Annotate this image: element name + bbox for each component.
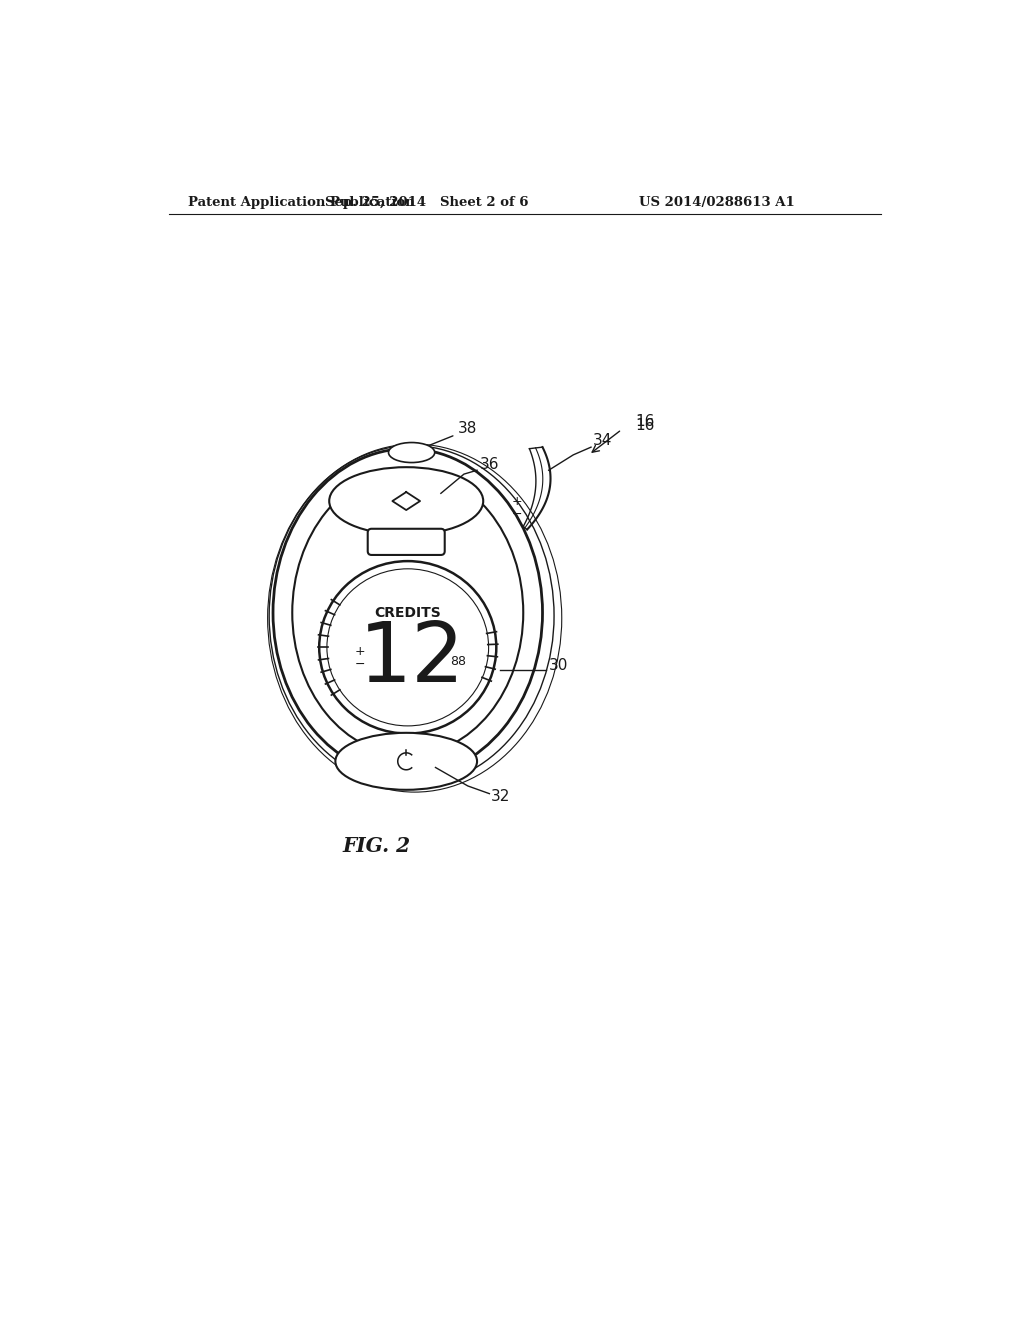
Text: 30: 30 bbox=[549, 659, 568, 673]
Text: 12: 12 bbox=[358, 618, 465, 700]
Text: +: + bbox=[354, 644, 366, 657]
Text: Patent Application Publication: Patent Application Publication bbox=[188, 195, 415, 209]
Text: US 2014/0288613 A1: US 2014/0288613 A1 bbox=[639, 195, 795, 209]
Ellipse shape bbox=[336, 733, 477, 789]
Ellipse shape bbox=[388, 442, 435, 462]
Text: 16: 16 bbox=[635, 414, 654, 429]
Text: FIG. 2: FIG. 2 bbox=[343, 836, 411, 855]
Text: 88: 88 bbox=[451, 655, 467, 668]
Text: −: − bbox=[512, 508, 522, 520]
Text: CREDITS: CREDITS bbox=[375, 606, 441, 619]
Text: Sep. 25, 2014   Sheet 2 of 6: Sep. 25, 2014 Sheet 2 of 6 bbox=[326, 195, 528, 209]
Text: −: − bbox=[354, 657, 366, 671]
FancyBboxPatch shape bbox=[368, 529, 444, 554]
Text: 34: 34 bbox=[593, 433, 612, 449]
Ellipse shape bbox=[273, 449, 543, 776]
Text: 32: 32 bbox=[490, 789, 510, 804]
Text: 16: 16 bbox=[635, 418, 654, 433]
Text: +: + bbox=[512, 495, 522, 508]
Text: 38: 38 bbox=[458, 421, 477, 436]
Ellipse shape bbox=[319, 561, 497, 734]
Text: 36: 36 bbox=[479, 457, 499, 471]
Ellipse shape bbox=[330, 467, 483, 535]
